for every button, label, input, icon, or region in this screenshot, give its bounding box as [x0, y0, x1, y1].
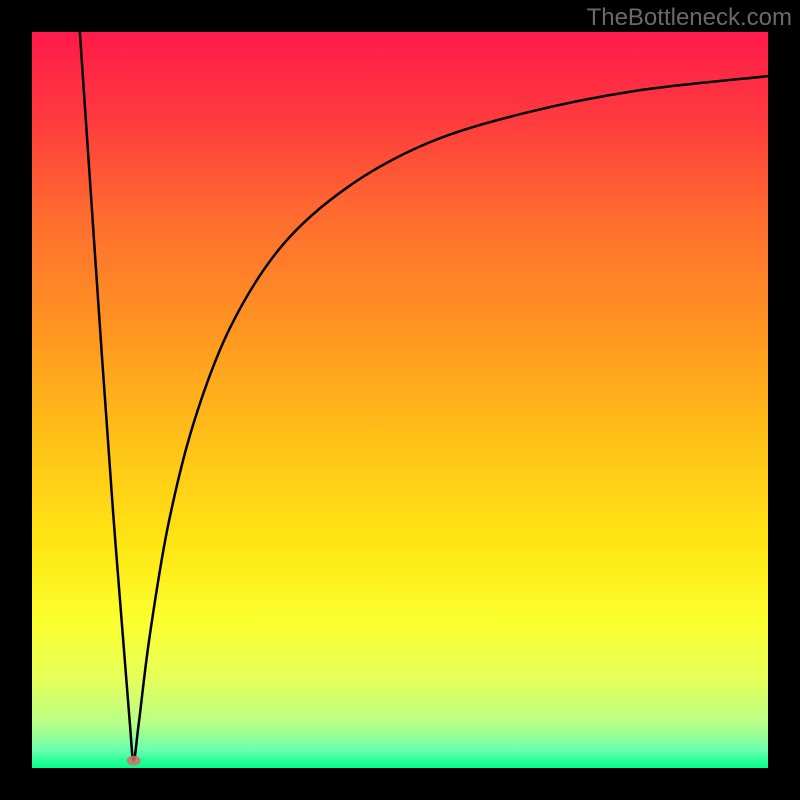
chart-root: TheBottleneck.com [0, 0, 800, 800]
bottleneck-chart [0, 0, 800, 800]
optimal-marker [127, 756, 141, 766]
watermark-text: TheBottleneck.com [587, 4, 792, 32]
plot-background [32, 32, 768, 768]
